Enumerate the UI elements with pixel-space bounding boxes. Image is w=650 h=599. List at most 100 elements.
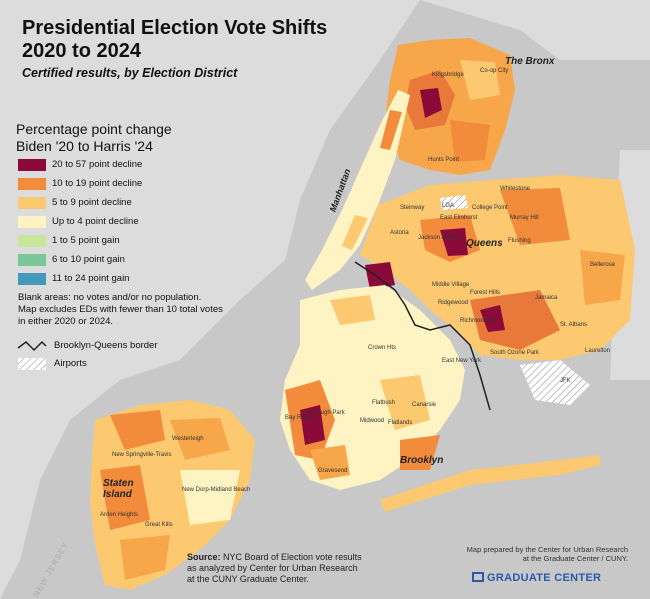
legend-label: 1 to 5 point gain [52, 235, 120, 246]
legend-row: 20 to 57 point decline [18, 158, 142, 171]
lga-airport [440, 195, 468, 210]
legend-row: 5 to 9 point decline [18, 196, 132, 209]
neighborhood-label: Murray Hill [510, 215, 539, 221]
legend-label: 10 to 19 point decline [52, 178, 143, 189]
bronx-detail-d [450, 120, 490, 162]
legend-row: 10 to 19 point decline [18, 177, 142, 190]
legend-swatch [18, 253, 46, 266]
neighborhood-label: Jamaica [535, 295, 558, 301]
legend-swatch [18, 158, 46, 171]
bronx-label: The Bronx [505, 56, 555, 67]
neighborhood-label: Bellerose [590, 262, 616, 268]
legend-airports-label: Airports [54, 358, 87, 369]
neighborhood-label: Kingsbridge [432, 72, 464, 78]
queens-detail-e [480, 305, 505, 332]
legend-row: 1 to 5 point gain [18, 234, 120, 247]
neighborhood-label: St. Albans [560, 322, 588, 328]
legend-title-line2: Biden '20 to Harris '24 [16, 138, 153, 154]
neighborhood-label: Gravesend [318, 468, 348, 474]
manhattan-detail-north [380, 110, 402, 150]
legend-label: 6 to 10 point gain [52, 254, 125, 265]
legend-swatch [18, 215, 46, 228]
rockaway-area [380, 455, 600, 512]
queens-detail-f [580, 250, 625, 305]
brooklyn-detail-e [330, 295, 375, 325]
brooklyn-queens-border [354, 261, 491, 411]
source-line1: NYC Board of Election vote results [220, 552, 362, 562]
brooklyn-label: Brooklyn [400, 455, 444, 466]
legend-label: 20 to 57 point decline [52, 159, 143, 170]
staten-detail-a [110, 410, 165, 450]
legend-note-line2: Map excludes EDs with fewer than 10 tota… [18, 304, 223, 315]
legend-title-line1: Percentage point change [16, 121, 172, 137]
neighborhood-label: Flatlands [388, 420, 413, 426]
map-title-line2: 2020 to 2024 [22, 40, 141, 62]
staten-detail-b [170, 418, 230, 460]
neighborhood-label: East Elmhurst [440, 215, 478, 221]
legend-swatch [18, 177, 46, 190]
legend-row: 11 to 24 point gain [18, 272, 129, 285]
staten-island-label-line2: Island [103, 489, 132, 500]
neighborhood-label: Midwood [360, 418, 385, 424]
queens-detail-c [500, 188, 570, 245]
bronx-detail-b [420, 88, 442, 118]
neighborhood-label: New Springville-Travis [112, 452, 172, 458]
manhattan-detail-mid [342, 215, 368, 250]
queens-detail-d [470, 290, 560, 350]
neighborhood-label: Flatbush [372, 400, 396, 406]
neighborhood-label: Crown Hts [368, 345, 397, 351]
neighborhood-label: Flushing [508, 238, 531, 244]
neighborhood-label: East New York [442, 358, 482, 364]
legend-label: 5 to 9 point decline [52, 197, 132, 208]
brooklyn-detail-f [400, 435, 440, 470]
source-label: Source: [187, 552, 221, 562]
neighborhood-label: Great Kills [145, 522, 173, 528]
neighborhood-label: South Ozone Park [490, 350, 540, 356]
neighborhood-label: Borough Park [308, 410, 345, 416]
legend-border-label: Brooklyn-Queens border [54, 340, 158, 351]
legend-label: 11 to 24 point gain [52, 273, 130, 284]
map-title-line1: Presidential Election Vote Shifts [22, 17, 328, 39]
neighborhood-label: Forest Hills [470, 290, 501, 296]
neighborhood-label: College Point [472, 205, 508, 211]
neighborhood-label: Westerleigh [172, 436, 204, 442]
legend-airport-swatch [18, 358, 46, 370]
neighborhood-label: LGA [442, 203, 455, 209]
neighborhood-label: Co-op City [480, 68, 509, 74]
neighborhood-label: Ridgewood [438, 300, 469, 306]
legend-swatch [18, 196, 46, 209]
legend-row: Up to 4 point decline [18, 215, 139, 228]
staten-detail-e [120, 535, 170, 580]
staten-detail-c [100, 465, 150, 530]
logo-text: GRADUATE CENTER [487, 572, 602, 584]
neighborhood-label: Richmond Hill [460, 318, 498, 324]
source-line2: as analyzed by Center for Urban Research [187, 563, 358, 573]
brooklyn-detail-b [300, 405, 325, 445]
queens-detail-g [365, 262, 395, 290]
queens-label: Queens [466, 238, 503, 249]
neighborhood-label: Bay Ridge [285, 415, 313, 421]
neighborhood-label: JFK [560, 378, 571, 384]
legend-row: 6 to 10 point gain [18, 253, 125, 266]
legend-note-line1: Blank areas: no votes and/or no populati… [18, 292, 202, 303]
brooklyn-detail-c [310, 445, 350, 480]
legend-swatch [18, 234, 46, 247]
neighborhood-label: Arden Heights [100, 512, 139, 518]
neighborhood-label: Canarsie [412, 402, 437, 408]
staten-island-label-line1: Staten [103, 478, 134, 489]
bronx-north-land [420, 0, 650, 60]
jfk-airport [520, 360, 590, 405]
logo-mark-icon [472, 572, 484, 582]
staten-detail-d [180, 470, 240, 525]
legend-swatch [18, 272, 46, 285]
neighborhood-label: Laurelton [585, 348, 611, 354]
neighborhood-label: Jackson Heights [418, 235, 463, 241]
neighborhood-label: New Dorp-Midland Beach [182, 487, 251, 493]
legend-note-line3: in either 2020 or 2024. [18, 316, 114, 327]
legend-border-line-icon [17, 340, 47, 352]
neighborhood-label: Astoria [390, 230, 409, 236]
map-subtitle: Certified results, by Election District [22, 66, 238, 80]
neighborhood-label: Middle Village [432, 282, 470, 288]
credit-line2: at the Graduate Center / CUNY. [522, 554, 628, 563]
